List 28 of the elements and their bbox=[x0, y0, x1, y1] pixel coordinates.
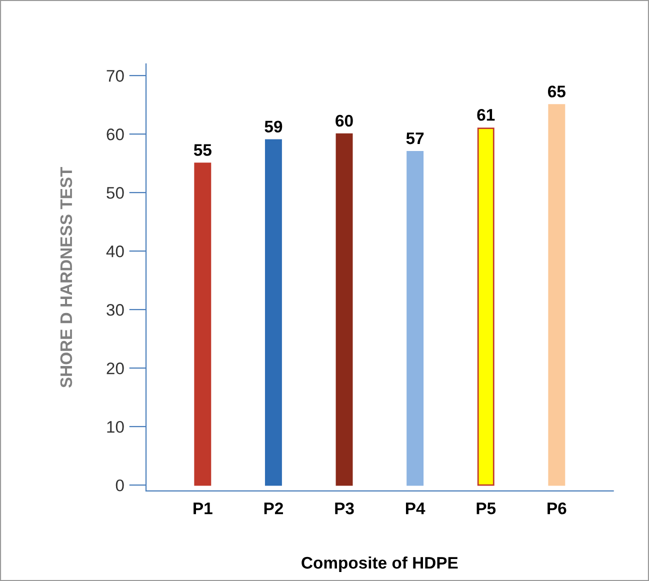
y-tick-label: 30 bbox=[106, 304, 124, 316]
y-tick-label: 40 bbox=[106, 246, 124, 258]
data-label: 57 bbox=[406, 132, 424, 144]
y-axis-title: SHORE D HARDNESS TEST bbox=[60, 166, 72, 388]
x-tick-label: P5 bbox=[476, 502, 496, 514]
bar bbox=[264, 139, 282, 486]
y-tick-label: 60 bbox=[106, 128, 124, 140]
bar bbox=[406, 150, 424, 486]
bar bbox=[548, 104, 566, 486]
data-label: 55 bbox=[194, 144, 212, 156]
y-tick-label: 70 bbox=[106, 70, 124, 82]
x-tick-label: P6 bbox=[548, 502, 566, 514]
x-tick-label: P3 bbox=[335, 502, 354, 514]
x-tick-label: P1 bbox=[194, 502, 212, 514]
data-label: 65 bbox=[548, 86, 566, 98]
x-tick-label: P2 bbox=[264, 502, 283, 514]
bar bbox=[336, 133, 353, 486]
data-label: 60 bbox=[336, 114, 353, 127]
y-tick-label: 50 bbox=[106, 187, 124, 199]
x-axis-title: Composite of HDPE bbox=[302, 556, 458, 572]
y-tick-label: 0 bbox=[116, 479, 124, 492]
x-tick-label: P4 bbox=[406, 502, 426, 514]
bar bbox=[194, 162, 212, 486]
bar bbox=[477, 128, 494, 486]
y-tick-label: 10 bbox=[107, 421, 124, 433]
data-label: 61 bbox=[477, 108, 495, 121]
y-tick-label: 20 bbox=[106, 362, 124, 374]
data-label: 59 bbox=[264, 120, 282, 132]
